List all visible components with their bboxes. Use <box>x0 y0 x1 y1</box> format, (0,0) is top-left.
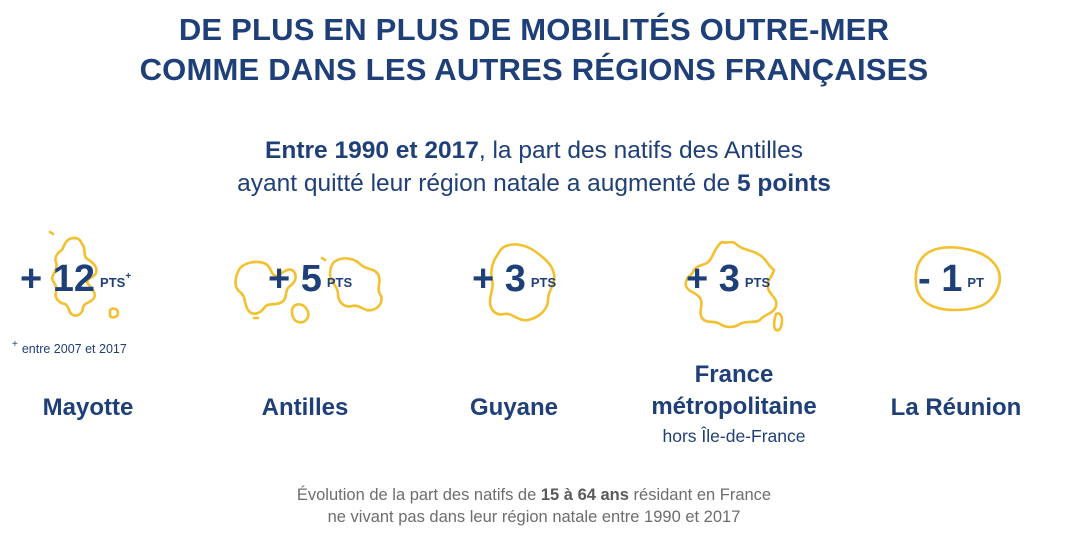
guyane-stat: + 3 PTS <box>472 258 556 301</box>
antilles-value: + 5 <box>268 258 322 300</box>
region-guyane: + 3 PTS Guyane <box>424 228 604 458</box>
france-sublabel: hors Île-de-France <box>662 426 806 446</box>
antilles-stat: + 5 PTS <box>268 258 352 301</box>
region-antilles: + 5 PTS Antilles <box>214 228 394 458</box>
subtitle-text-1: , la part des natifs des Antilles <box>478 137 803 164</box>
subtitle-period: Entre 1990 et 2017 <box>265 137 479 164</box>
france-unit: PTS <box>744 275 771 290</box>
france-value: + 3 <box>686 258 740 300</box>
subtitle-line-2: ayant quitté leur région natale a augmen… <box>0 167 1068 200</box>
france-map-icon <box>684 240 784 332</box>
mayotte-note-text: entre 2007 et 2017 <box>21 342 127 356</box>
page-title: DE PLUS EN PLUS DE MOBILITÉS OUTRE-MER C… <box>0 10 1068 90</box>
france-stat: + 3 PTS <box>686 258 770 301</box>
subtitle-text-2: ayant quitté leur région natale a augmen… <box>237 170 737 197</box>
footnote-age: 15 à 64 ans <box>540 486 629 504</box>
subtitle-points: 5 points <box>736 170 831 197</box>
region-mayotte: + 12 PTS+ Mayotte <box>0 228 180 458</box>
guyane-label: Guyane <box>469 394 559 421</box>
footnote-text-2: résidant en France <box>628 486 772 504</box>
note-star: + <box>12 339 18 350</box>
mayotte-unit: PTS <box>100 275 126 290</box>
region-reunion: - 1 PT La Réunion <box>866 228 1046 458</box>
antilles-label: Antilles <box>261 394 349 421</box>
region-france: + 3 PTS France métropolitaine hors Île-de… <box>642 228 822 458</box>
mayotte-value: + 12 <box>20 258 96 300</box>
reunion-map-icon <box>914 246 1002 312</box>
antilles-map-icon <box>234 256 383 324</box>
france-label-line-2: métropolitaine <box>651 393 817 420</box>
antilles-unit: PTS <box>326 275 353 290</box>
subtitle: Entre 1990 et 2017, la part des natifs d… <box>0 134 1068 200</box>
guyane-unit: PTS <box>530 275 557 290</box>
mayotte-map-icon <box>48 230 120 319</box>
footnote-line-2: ne vivant pas dans leur région natale en… <box>327 508 741 526</box>
footnote: Évolution de la part des natifs de 15 à … <box>0 484 1068 528</box>
title-line-1: DE PLUS EN PLUS DE MOBILITÉS OUTRE-MER <box>178 12 890 47</box>
france-label-line-1: France <box>694 361 774 388</box>
title-line-2: COMME DANS LES AUTRES RÉGIONS FRANÇAISES <box>139 52 929 87</box>
reunion-stat: - 1 PT <box>918 258 984 301</box>
subtitle-line-1: Entre 1990 et 2017, la part des natifs d… <box>0 134 1068 167</box>
guyane-map-icon <box>488 243 556 322</box>
footnote-line-1: Évolution de la part des natifs de 15 à … <box>0 484 1068 506</box>
reunion-value: - 1 <box>918 258 963 300</box>
mayotte-unit-star: + <box>125 271 132 282</box>
guyane-value: + 3 <box>472 258 526 300</box>
mayotte-note: + entre 2007 et 2017 <box>12 339 127 356</box>
mayotte-label: Mayotte <box>42 394 134 421</box>
footnote-text-1: Évolution de la part des natifs de <box>296 486 541 504</box>
reunion-label: La Réunion <box>890 394 1022 421</box>
reunion-unit: PT <box>967 275 984 290</box>
mayotte-stat: + 12 PTS+ <box>20 258 131 301</box>
